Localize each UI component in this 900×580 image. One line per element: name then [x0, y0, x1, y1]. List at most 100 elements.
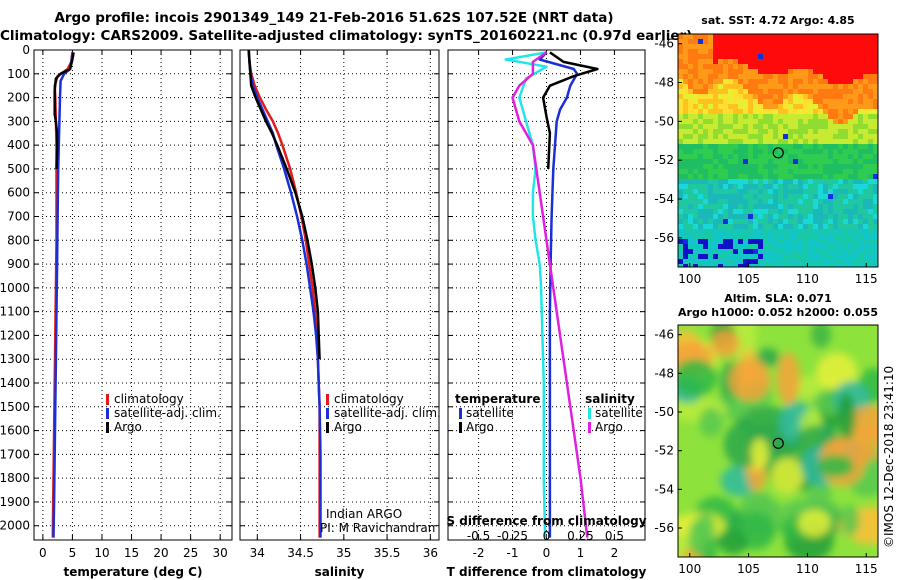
sst-cell — [703, 34, 708, 39]
sst-cell — [843, 229, 848, 234]
sst-cell — [793, 109, 798, 114]
sst-cell — [798, 119, 803, 124]
sst-cell — [778, 129, 783, 134]
sst-cell — [708, 204, 713, 209]
sst-cell — [818, 144, 823, 149]
sst-cell — [703, 249, 708, 254]
sst-cell — [818, 119, 823, 124]
sst-cell — [708, 169, 713, 174]
sst-cell — [733, 224, 738, 229]
sst-cell — [748, 79, 753, 84]
x-tick-label: 34 — [250, 546, 265, 560]
sst-cell — [778, 119, 783, 124]
sst-cell — [723, 119, 728, 124]
sst-cell — [713, 124, 718, 129]
map-x-tick-label: 110 — [796, 562, 819, 576]
sst-cell — [698, 59, 703, 64]
sst-cell — [693, 169, 698, 174]
sst-cell — [818, 209, 823, 214]
sst-cell — [808, 199, 813, 204]
sst-cell — [708, 254, 713, 259]
sst-cell — [758, 54, 763, 59]
sst-cell — [758, 159, 763, 164]
sst-cell — [808, 139, 813, 144]
sst-cell — [873, 114, 878, 119]
y-tick-label: 0 — [22, 43, 30, 57]
sla-blob — [816, 352, 858, 391]
sst-cell — [693, 199, 698, 204]
sst-cell — [873, 209, 878, 214]
sst-cell — [858, 229, 863, 234]
sst-cell — [773, 234, 778, 239]
sst-cell — [793, 219, 798, 224]
sst-cell — [838, 69, 843, 74]
sst-cell — [703, 64, 708, 69]
sst-cell — [783, 64, 788, 69]
sst-cell — [863, 54, 868, 59]
sst-cell — [728, 164, 733, 169]
sst-cell — [768, 69, 773, 74]
sst-cell — [748, 214, 753, 219]
sst-cell — [683, 109, 688, 114]
sst-cell — [743, 169, 748, 174]
sst-cell — [688, 134, 693, 139]
sst-cell — [873, 259, 878, 264]
sst-cell — [843, 34, 848, 39]
sst-cell — [853, 119, 858, 124]
sst-cell — [808, 129, 813, 134]
sst-cell — [713, 179, 718, 184]
sst-cell — [813, 209, 818, 214]
sst-cell — [723, 39, 728, 44]
sst-cell — [843, 184, 848, 189]
sst-cell — [768, 259, 773, 264]
sst-cell — [863, 184, 868, 189]
map-x-tick-label: 100 — [678, 562, 701, 576]
sst-cell — [833, 184, 838, 189]
sst-cell — [763, 129, 768, 134]
sst-cell — [758, 144, 763, 149]
sst-cell — [748, 254, 753, 259]
sst-cell — [853, 204, 858, 209]
sst-cell — [793, 99, 798, 104]
sst-cell — [778, 169, 783, 174]
sst-cell — [768, 184, 773, 189]
sst-cell — [773, 44, 778, 49]
sst-cell — [718, 234, 723, 239]
sst-cell — [758, 94, 763, 99]
sst-cell — [833, 214, 838, 219]
sst-cell — [798, 99, 803, 104]
sst-cell — [833, 84, 838, 89]
sst-cell — [818, 169, 823, 174]
sst-cell — [853, 249, 858, 254]
sst-cell — [833, 174, 838, 179]
sst-cell — [813, 204, 818, 209]
sst-cell — [793, 179, 798, 184]
sst-cell — [853, 124, 858, 129]
sst-cell — [708, 239, 713, 244]
sst-cell — [758, 124, 763, 129]
sst-cell — [858, 249, 863, 254]
sst-cell — [683, 189, 688, 194]
sst-cell — [708, 154, 713, 159]
sst-cell — [863, 34, 868, 39]
sst-cell — [873, 124, 878, 129]
sst-cell — [803, 49, 808, 54]
sst-cell — [823, 199, 828, 204]
sst-cell — [743, 134, 748, 139]
sst-cell — [688, 89, 693, 94]
sst-cell — [788, 139, 793, 144]
sst-cell — [753, 69, 758, 74]
sst-cell — [833, 114, 838, 119]
sst-cell — [718, 49, 723, 54]
sst-cell — [818, 159, 823, 164]
sst-cell — [868, 244, 873, 249]
sst-cell — [793, 64, 798, 69]
sst-cell — [688, 259, 693, 264]
sst-cell — [678, 89, 683, 94]
sst-cell — [873, 64, 878, 69]
sst-cell — [863, 59, 868, 64]
sst-cell — [863, 259, 868, 264]
sst-cell — [843, 199, 848, 204]
sst-cell — [838, 184, 843, 189]
sst-cell — [768, 34, 773, 39]
